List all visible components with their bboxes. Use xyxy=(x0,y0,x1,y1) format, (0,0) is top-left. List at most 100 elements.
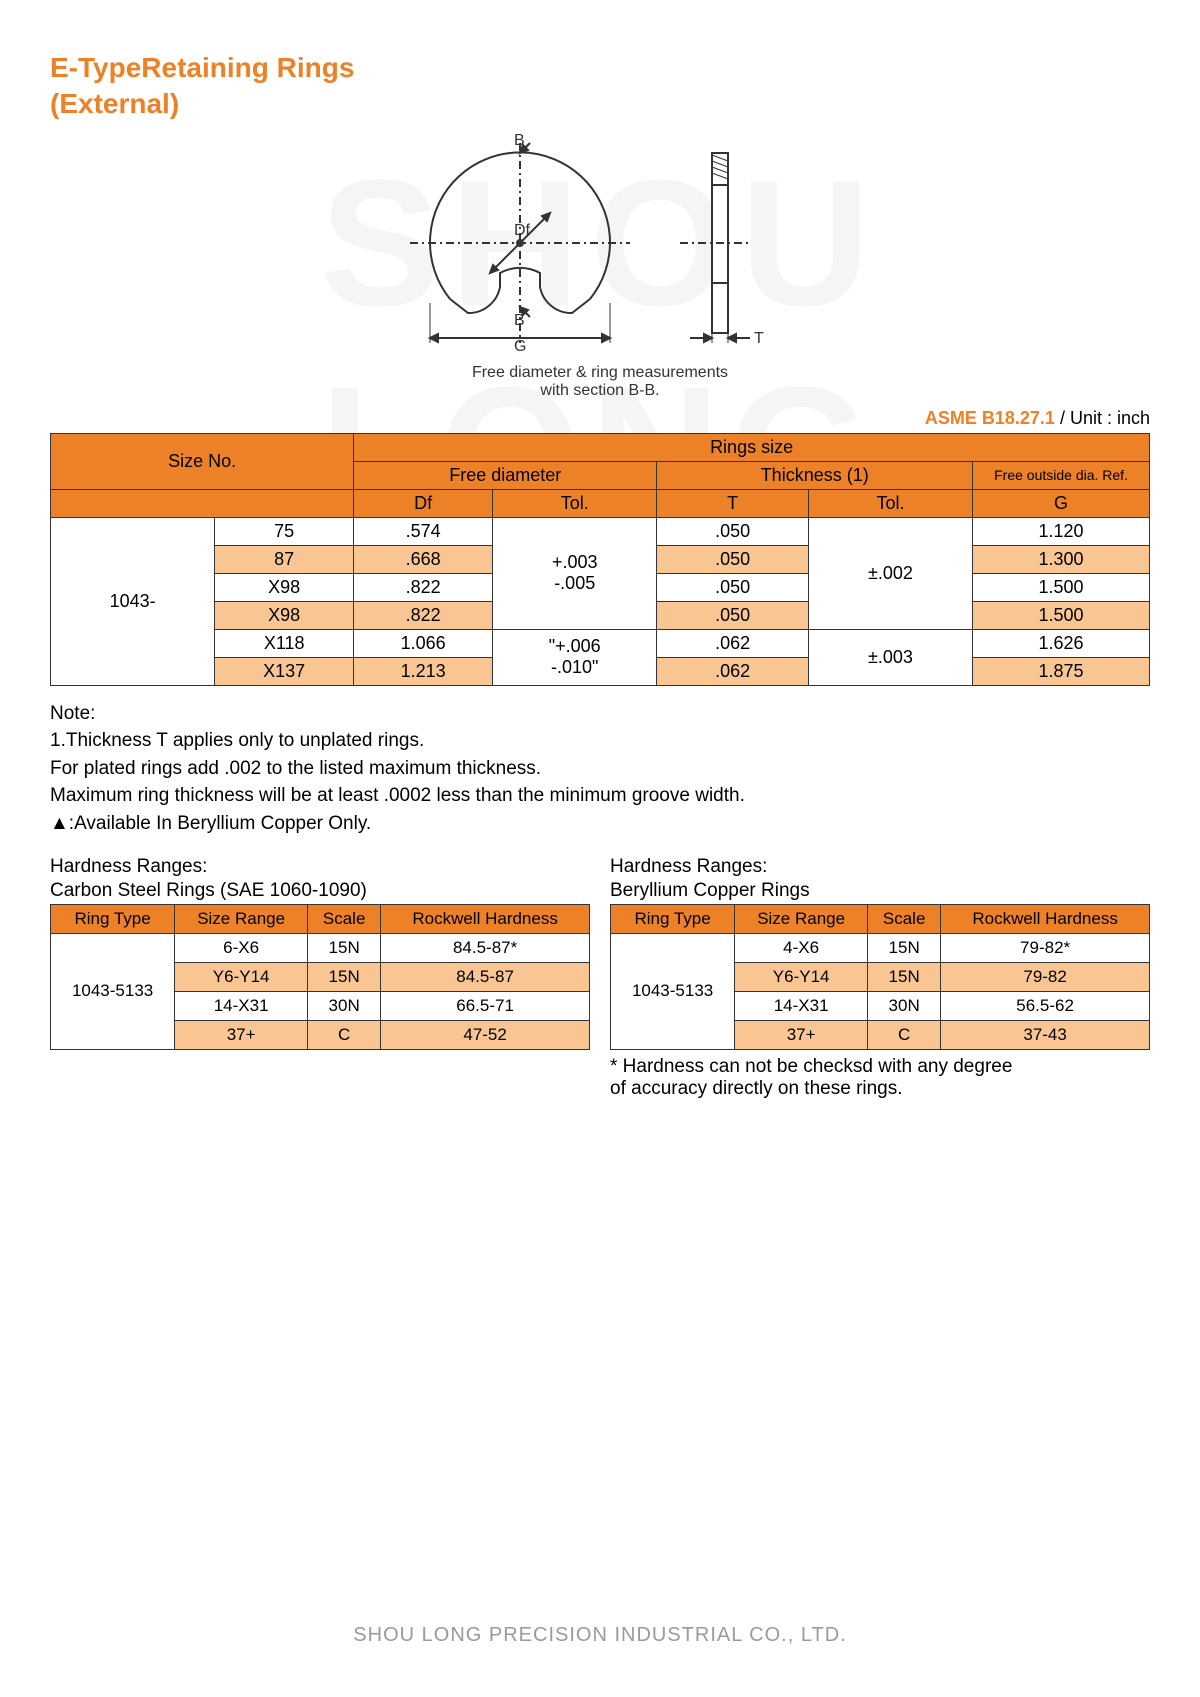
hdr-tol2: Tol. xyxy=(808,489,972,517)
cell-size: X118 xyxy=(215,629,354,657)
hdr-thickness: Thickness (1) xyxy=(657,461,973,489)
cell-t: .050 xyxy=(657,517,809,545)
cell-tol-df1: +.003 -.005 xyxy=(493,517,657,629)
cell-t: .050 xyxy=(657,545,809,573)
h-size-range-2: Size Range xyxy=(735,904,868,933)
table-row: 1043-75.574+.003 -.005.050±.0021.120 xyxy=(51,517,1150,545)
hdr-free-outside: Free outside dia. Ref. xyxy=(973,461,1150,489)
cell-range: 37+ xyxy=(175,1020,308,1049)
hardness-label-2: Hardness Ranges: xyxy=(610,856,1150,878)
carbon-table: Ring Type Size Range Scale Rockwell Hard… xyxy=(50,904,590,1050)
cell-range: 4-X6 xyxy=(735,933,868,962)
cell-df: 1.066 xyxy=(354,629,493,657)
hdr-g: G xyxy=(973,489,1150,517)
h-rockwell: Rockwell Hardness xyxy=(381,904,590,933)
cell-scale: 15N xyxy=(868,962,941,991)
carbon-title: Carbon Steel Rings (SAE 1060-1090) xyxy=(50,880,590,902)
cell-g: 1.500 xyxy=(973,601,1150,629)
cell-scale: 15N xyxy=(308,962,381,991)
title-line-1: E-TypeRetaining Rings xyxy=(50,52,354,83)
cell-df: .668 xyxy=(354,545,493,573)
h-ring-type: Ring Type xyxy=(51,904,175,933)
series-cell: 1043- xyxy=(51,517,215,685)
cell-g: 1.875 xyxy=(973,657,1150,685)
main-table: Size No. Rings size Free diameter Thickn… xyxy=(50,433,1150,686)
fn-l2: of accuracy directly on these rings. xyxy=(610,1078,903,1099)
cell-df: .822 xyxy=(354,573,493,601)
cell-hard: 84.5-87 xyxy=(381,962,590,991)
cell-g: 1.500 xyxy=(973,573,1150,601)
cell-range: 14-X31 xyxy=(175,991,308,1020)
caption-l1: Free diameter & ring measurements xyxy=(472,364,728,381)
cell-range: 14-X31 xyxy=(735,991,868,1020)
table-row: 1043-51334-X615N79-82* xyxy=(611,933,1150,962)
note-l1: 1.Thickness T applies only to unplated r… xyxy=(50,727,1150,755)
spec-code: ASME B18.27.1 xyxy=(925,408,1055,428)
spec-line: ASME B18.27.1 / Unit : inch xyxy=(50,408,1150,429)
hdr-t: T xyxy=(657,489,809,517)
cell-hard: 84.5-87* xyxy=(381,933,590,962)
hdr-tol1: Tol. xyxy=(493,489,657,517)
cell-tol-t2: ±.003 xyxy=(808,629,972,685)
cell-size: 75 xyxy=(215,517,354,545)
hdr-free-dia: Free diameter xyxy=(354,461,657,489)
cell-range: 6-X6 xyxy=(175,933,308,962)
cell-hard: 37-43 xyxy=(941,1020,1150,1049)
diagram-container: Df B B G xyxy=(50,133,1150,400)
footer-company: SHOU LONG PRECISION INDUSTRIAL CO., LTD. xyxy=(0,1624,1200,1647)
note-heading: Note: xyxy=(50,700,1150,728)
hardness-footnote: * Hardness can not be checksd with any d… xyxy=(610,1056,1150,1100)
h-ring-type-2: Ring Type xyxy=(611,904,735,933)
table-row: X1181.066"+.006 -.010".062±.0031.626 xyxy=(51,629,1150,657)
cell-size: X98 xyxy=(215,573,354,601)
cell-size: X137 xyxy=(215,657,354,685)
cell-g: 1.626 xyxy=(973,629,1150,657)
hdr-size-no: Size No. xyxy=(51,433,354,489)
cell-t: .062 xyxy=(657,629,809,657)
table-row: 1043-51336-X615N84.5-87* xyxy=(51,933,590,962)
cell-size: X98 xyxy=(215,601,354,629)
cell-t: .050 xyxy=(657,573,809,601)
cell-df: .574 xyxy=(354,517,493,545)
cell-scale: 30N xyxy=(308,991,381,1020)
beryllium-title: Beryllium Copper Rings xyxy=(610,880,1150,902)
h-rockwell-2: Rockwell Hardness xyxy=(941,904,1150,933)
spec-unit: / Unit : inch xyxy=(1060,408,1150,428)
cell-df: 1.213 xyxy=(354,657,493,685)
fn-l1: * Hardness can not be checksd with any d… xyxy=(610,1056,1012,1077)
cell-t: .050 xyxy=(657,601,809,629)
note-l4: ▲:Available In Beryllium Copper Only. xyxy=(50,810,1150,838)
h-scale: Scale xyxy=(308,904,381,933)
cell-scale: 15N xyxy=(308,933,381,962)
note-l2: For plated rings add .002 to the listed … xyxy=(50,755,1150,783)
hdr-df: Df xyxy=(354,489,493,517)
cell-range: Y6-Y14 xyxy=(735,962,868,991)
cell-scale: 30N xyxy=(868,991,941,1020)
cell-tol-t1: ±.002 xyxy=(808,517,972,629)
beryllium-table: Ring Type Size Range Scale Rockwell Hard… xyxy=(610,904,1150,1050)
hdr-rings-size: Rings size xyxy=(354,433,1150,461)
cell-tol-df2: "+.006 -.010" xyxy=(493,629,657,685)
label-g: G xyxy=(514,338,526,353)
cell-hard: 66.5-71 xyxy=(381,991,590,1020)
cell-hard: 56.5-62 xyxy=(941,991,1150,1020)
cell-range: Y6-Y14 xyxy=(175,962,308,991)
h-scale-2: Scale xyxy=(868,904,941,933)
cell-ring-type: 1043-5133 xyxy=(611,933,735,1049)
cell-hard: 47-52 xyxy=(381,1020,590,1049)
cell-scale: 15N xyxy=(868,933,941,962)
notes: Note: 1.Thickness T applies only to unpl… xyxy=(50,700,1150,838)
cell-scale: C xyxy=(308,1020,381,1049)
cell-g: 1.300 xyxy=(973,545,1150,573)
page-title: E-TypeRetaining Rings (External) xyxy=(50,50,1150,123)
label-df: Df xyxy=(514,222,531,239)
label-t: T xyxy=(754,330,764,347)
beryllium-col: Hardness Ranges: Beryllium Copper Rings … xyxy=(610,856,1150,1100)
cell-t: .062 xyxy=(657,657,809,685)
diagram-caption: Free diameter & ring measurements with s… xyxy=(50,364,1150,400)
cell-range: 37+ xyxy=(735,1020,868,1049)
cell-size: 87 xyxy=(215,545,354,573)
cell-df: .822 xyxy=(354,601,493,629)
h-size-range: Size Range xyxy=(175,904,308,933)
caption-l2: with section B-B. xyxy=(540,382,659,399)
